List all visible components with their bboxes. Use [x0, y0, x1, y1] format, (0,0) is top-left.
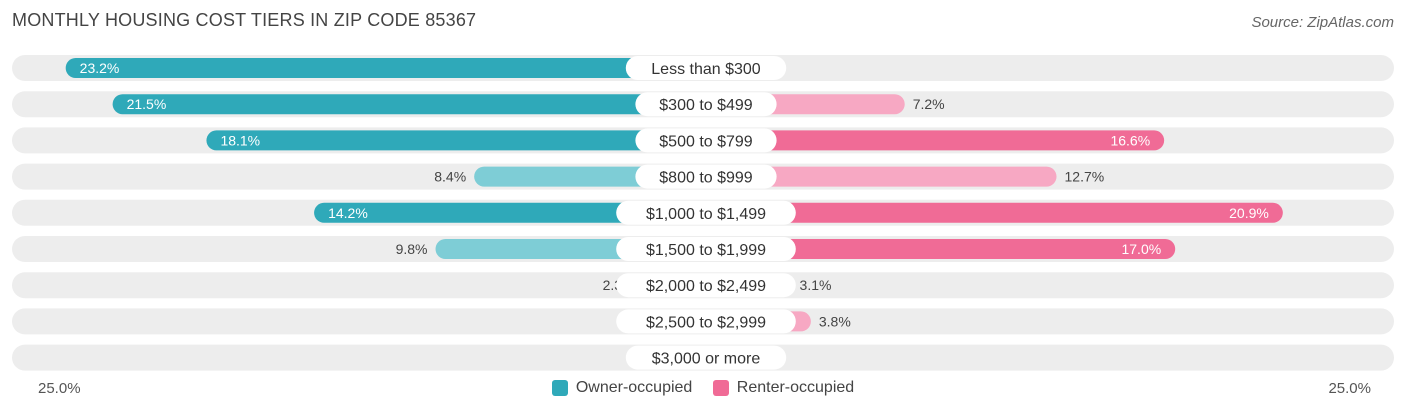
- renter-bar: [706, 239, 1176, 259]
- renter-bar: [706, 130, 1165, 151]
- renter-value-label: 7.2%: [913, 96, 945, 112]
- category-pill: [635, 128, 777, 153]
- category-label: Less than $300: [651, 61, 761, 78]
- legend-owner-label: Owner-occupied: [575, 379, 693, 396]
- category-pill: [616, 309, 796, 334]
- owner-swatch-icon: [551, 380, 568, 396]
- owner-value-label: 18.1%: [220, 132, 260, 148]
- owner-value-label: 21.5%: [127, 96, 167, 112]
- category-pill: [635, 92, 777, 117]
- category-label: $300 to $499: [659, 97, 753, 114]
- category-pill: [635, 164, 777, 189]
- renter-value-label: 12.7%: [1065, 169, 1105, 185]
- renter-bar: [706, 166, 1057, 187]
- category-label: $3,000 or more: [652, 351, 761, 368]
- renter-value-label: 3.1%: [800, 277, 832, 293]
- axis-max-label: 25.0%: [1328, 380, 1371, 397]
- legend-item-renter: Renter-occupied: [712, 379, 855, 397]
- owner-value-label: 9.8%: [396, 241, 428, 257]
- owner-value-label: 8.4%: [434, 169, 466, 185]
- owner-bar: [65, 58, 707, 78]
- owner-bar: [314, 202, 706, 223]
- category-label: $2,000 to $2,499: [646, 278, 766, 295]
- source-label: Source: ZipAtlas.com: [1251, 14, 1394, 31]
- renter-value-label: 17.0%: [1121, 241, 1161, 257]
- legend: Owner-occupied Renter-occupied: [0, 379, 1406, 401]
- chart-title: MONTHLY HOUSING COST TIERS IN ZIP CODE 8…: [12, 10, 477, 30]
- category-pill: [616, 200, 796, 225]
- renter-bar: [706, 202, 1283, 223]
- owner-bar: [112, 94, 707, 115]
- category-pill: [616, 273, 796, 298]
- owner-value-label: 14.2%: [328, 205, 368, 221]
- renter-swatch-icon: [712, 380, 729, 396]
- category-label: $1,000 to $1,499: [646, 206, 766, 223]
- renter-value-label: 3.8%: [819, 313, 851, 329]
- legend-item-owner: Owner-occupied: [551, 379, 693, 397]
- category-pill: [625, 345, 787, 370]
- category-label: $800 to $999: [659, 170, 753, 187]
- category-label: $500 to $799: [659, 133, 753, 150]
- category-pill: [616, 237, 796, 261]
- category-label: $1,500 to $1,999: [646, 242, 766, 259]
- legend-renter-label: Renter-occupied: [736, 379, 855, 396]
- renter-value-label: 20.9%: [1229, 205, 1269, 221]
- category-label: $2,500 to $2,999: [646, 314, 766, 331]
- owner-value-label: 23.2%: [80, 60, 120, 76]
- owner-bar: [206, 130, 706, 151]
- category-pill: [625, 56, 787, 80]
- renter-value-label: 16.6%: [1110, 132, 1150, 148]
- axis-min-label: 25.0%: [38, 380, 81, 397]
